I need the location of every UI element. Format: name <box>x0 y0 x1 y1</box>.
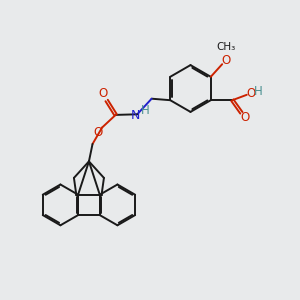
Text: O: O <box>240 111 250 124</box>
Text: H: H <box>141 104 150 117</box>
Text: O: O <box>222 53 231 67</box>
Text: CH₃: CH₃ <box>217 42 236 52</box>
Text: O: O <box>98 87 108 101</box>
Text: O: O <box>246 86 256 100</box>
Text: N: N <box>131 109 140 122</box>
Text: H: H <box>254 85 262 98</box>
Text: O: O <box>93 126 102 140</box>
